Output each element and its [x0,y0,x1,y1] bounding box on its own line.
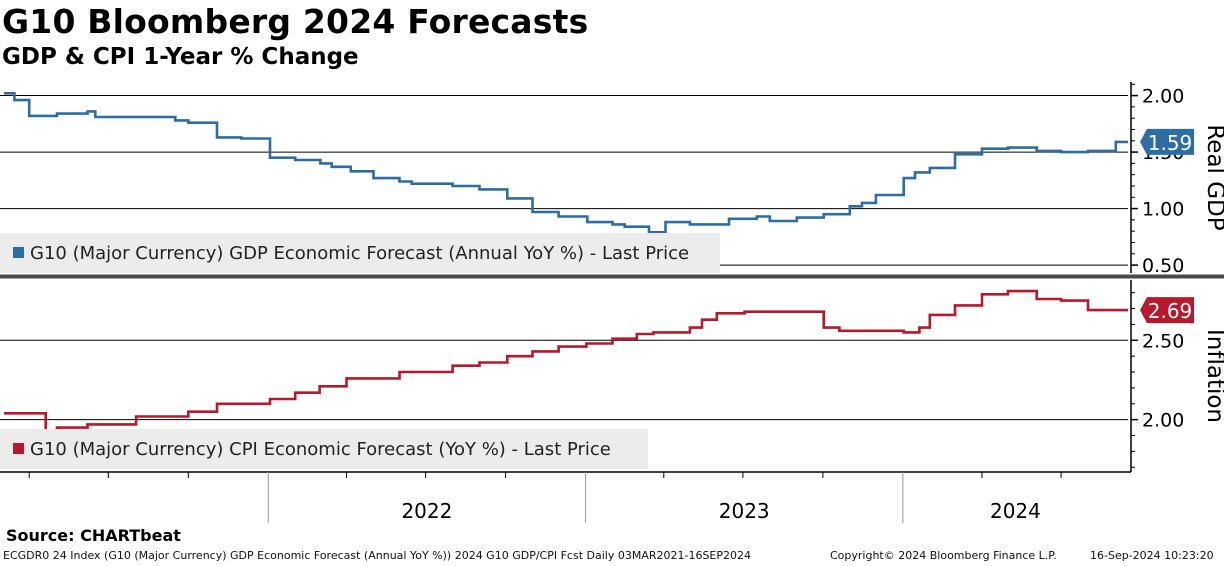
chart-title: G10 Bloomberg 2024 Forecasts [2,2,589,41]
legend-label-1: G10 (Major Currency) CPI Economic Foreca… [30,439,611,460]
y-tick-label-1-1: 2.00 [1142,410,1184,432]
x-year-label-2023: 2023 [719,499,770,523]
footer-copyright: Copyright© 2024 Bloomberg Finance L.P. [830,549,1057,562]
axis-side-label-1: Inflation [1202,329,1224,423]
y-tick-label-1-0: 2.50 [1142,330,1184,352]
series-line-0 [4,92,1128,234]
y-tick-label-0-3: 0.50 [1142,255,1184,277]
last-value-label-1: 2.69 [1148,299,1193,323]
y-tick-label-0-2: 1.00 [1142,199,1184,221]
legend-swatch-1 [13,443,24,454]
legend-swatch-0 [13,247,24,258]
last-value-tag-1 [1140,297,1194,324]
x-year-label-2024: 2024 [990,499,1041,523]
footer-timestamp: 16-Sep-2024 10:23:20 [1090,549,1214,562]
footer-ticker-info: ECGDR0 24 Index (G10 (Major Currency) GD… [3,549,752,562]
axis-side-label-0: Real GDP [1202,124,1224,230]
legend-label-0: G10 (Major Currency) GDP Economic Foreca… [30,243,689,264]
y-tick-label-0-0: 2.00 [1142,86,1184,108]
legend-box-1 [0,429,648,469]
source-note: Source: CHARTbeat [6,526,181,545]
x-year-label-2022: 2022 [401,499,452,523]
last-value-label-0: 1.59 [1148,131,1193,155]
legend-box-0 [0,233,720,273]
chart-subtitle: GDP & CPI 1-Year % Change [2,44,359,70]
series-line-1 [4,289,1128,434]
last-value-tag-0 [1140,128,1194,155]
